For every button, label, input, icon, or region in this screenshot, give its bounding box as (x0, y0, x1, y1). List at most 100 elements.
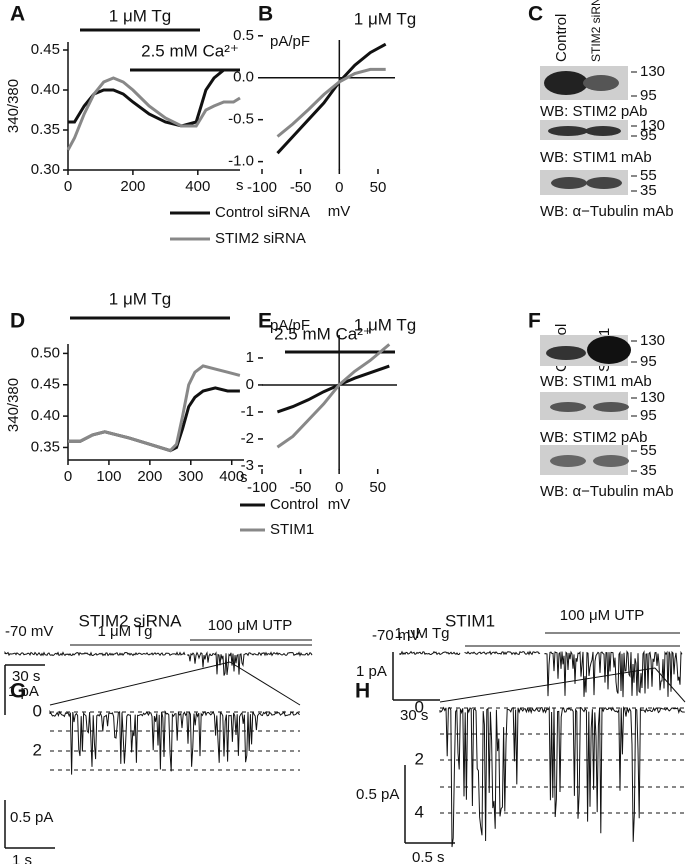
marker-label: 95 (640, 407, 657, 424)
y-tick-label: 0.45 (31, 41, 60, 58)
blot-band (550, 455, 586, 467)
blot-band (583, 75, 619, 91)
x-tick-label: 50 (369, 479, 386, 496)
blot-band (585, 126, 621, 136)
x-tick-label: -100 (247, 479, 277, 496)
x-tick-label: 400 (219, 468, 244, 485)
y-axis-label: pA/pF (270, 33, 310, 50)
y-tick-label: 0.40 (31, 81, 60, 98)
x-axis-label: mV (328, 496, 351, 513)
y-tick-label: 0.5 (233, 27, 254, 44)
marker-label: 55 (640, 167, 657, 184)
scale-label: 1 pA (356, 663, 387, 680)
x-tick-label: 300 (178, 468, 203, 485)
series-line (66, 76, 241, 151)
trace-title: STIM2 siRNA (79, 611, 183, 630)
blot-band (546, 346, 586, 360)
y-tick-label: -0.5 (228, 111, 254, 128)
blot-label: WB: STIM2 pAb (540, 429, 648, 446)
blot-label: WB: α−Tubulin mAb (540, 483, 674, 500)
y-axis-label: pA/pF (270, 317, 310, 334)
series-line (276, 364, 390, 414)
marker-label: 95 (640, 353, 657, 370)
panel-label: G (10, 680, 26, 703)
x-axis-label: s (236, 177, 244, 194)
y-tick-label: -1 (241, 403, 254, 420)
series-line (68, 68, 240, 128)
series-line (276, 67, 386, 138)
legend-label: Control siRNA (215, 204, 310, 221)
y-tick-label: 0.45 (31, 376, 60, 393)
level-label: 0 (33, 701, 42, 720)
trace-title: STIM1 (445, 611, 495, 630)
x-tick-label: 100 (96, 468, 121, 485)
tg-label: 1 μM Tg (97, 623, 152, 640)
scale-label: 0.5 pA (356, 786, 399, 803)
panel-label: A (10, 3, 25, 26)
blot-band (550, 402, 586, 412)
scale-label: 1 pA (8, 683, 39, 700)
lane-label: Control (553, 14, 570, 62)
current-trace (49, 709, 300, 775)
x-tick-label: 0 (335, 179, 343, 196)
scale-label: 30 s (400, 707, 428, 724)
blot-label: WB: STIM1 mAb (540, 149, 652, 166)
current-trace (399, 650, 461, 656)
panel-label: H (355, 680, 370, 703)
zoom-line (654, 667, 686, 703)
current-trace (187, 651, 313, 676)
blot-band (544, 71, 588, 95)
tg-label: 1 μM Tg (394, 625, 449, 642)
current-trace (464, 650, 541, 656)
current-trace (544, 650, 683, 698)
series-line (276, 42, 387, 155)
blot-label: WB: STIM1 mAb (540, 373, 652, 390)
y-axis-label: 340/380 (5, 378, 22, 432)
annotation: 1 μM Tg (354, 315, 416, 334)
level-label: 2 (33, 740, 42, 759)
level-label: 0 (415, 697, 424, 716)
y-tick-label: -3 (241, 457, 254, 474)
series-line (276, 343, 391, 449)
x-axis-label: s (240, 469, 248, 486)
blot-band (586, 177, 622, 189)
panel-label: D (10, 310, 25, 333)
annotation: 2.5 mM Ca²⁺ (141, 41, 239, 60)
holding-label: -70 mV (372, 627, 420, 644)
blot-band (593, 455, 629, 467)
utp-label: 100 μM UTP (560, 607, 645, 624)
x-tick-label: 200 (137, 468, 162, 485)
annotation: 1 μM Tg (109, 6, 171, 25)
zoom-line (229, 661, 301, 706)
scale-label: 30 s (12, 668, 40, 685)
y-tick-label: 0.35 (31, 121, 60, 138)
y-tick-label: -2 (241, 430, 254, 447)
marker-label: 95 (640, 127, 657, 144)
panel-label: B (258, 3, 273, 26)
blot-band (587, 336, 631, 364)
scale-label: 1 s (12, 852, 32, 864)
y-tick-label: 0 (246, 376, 254, 393)
zoom-line (49, 661, 231, 706)
panel-label: F (528, 310, 541, 333)
y-tick-label: 0.40 (31, 407, 60, 424)
marker-label: 130 (640, 332, 665, 349)
series-line (68, 386, 240, 453)
x-tick-label: 50 (370, 179, 387, 196)
marker-label: 55 (640, 442, 657, 459)
x-tick-label: 0 (64, 468, 72, 485)
series-line (68, 364, 241, 453)
level-label: 2 (415, 749, 424, 768)
legend-label: STIM1 (270, 521, 314, 538)
y-tick-label: -1.0 (228, 153, 254, 170)
blot-label: WB: STIM2 pAb (540, 103, 648, 120)
marker-label: 35 (640, 462, 657, 479)
x-tick-label: -50 (290, 179, 312, 196)
blot-band (548, 126, 588, 136)
marker-label: 95 (640, 87, 657, 104)
x-tick-label: 0 (64, 178, 72, 195)
panel-label: C (528, 3, 543, 26)
current-trace (439, 705, 685, 848)
annotation: 1 μM Tg (354, 9, 416, 28)
